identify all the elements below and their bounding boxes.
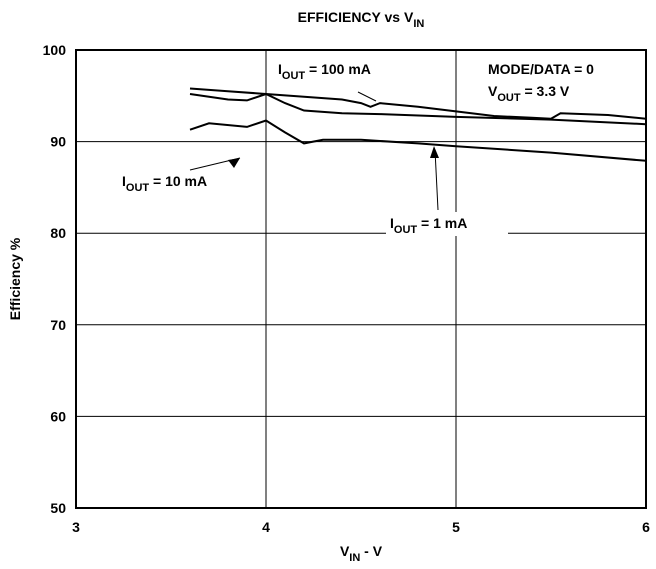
annotation: MODE/DATA = 0 bbox=[488, 61, 594, 77]
x-tick-label: 6 bbox=[642, 519, 650, 535]
series-label: IOUT = 100 mA bbox=[278, 61, 371, 82]
subscript: IN bbox=[349, 552, 360, 564]
arrow-100ma bbox=[357, 91, 377, 102]
y-tick-label: 70 bbox=[50, 317, 66, 333]
y-tick-label: 80 bbox=[50, 225, 66, 241]
x-tick-label: 4 bbox=[262, 519, 270, 535]
plot-frame bbox=[75, 49, 647, 509]
subscript: OUT bbox=[282, 70, 306, 82]
arrowhead bbox=[228, 158, 240, 168]
text-part: = 3.3 V bbox=[521, 83, 570, 99]
x-tick-label: 3 bbox=[72, 519, 80, 535]
y-tick-label: 50 bbox=[50, 500, 66, 516]
series-line bbox=[189, 119, 647, 162]
subscript: OUT bbox=[394, 224, 418, 236]
series-line bbox=[189, 92, 647, 126]
y-tick-label: 60 bbox=[50, 408, 66, 424]
text-part: = 1 mA bbox=[417, 215, 467, 231]
x-tick-label: 5 bbox=[452, 519, 460, 535]
x-axis-label: VIN - V bbox=[340, 543, 383, 564]
text-part: = 10 mA bbox=[149, 173, 207, 189]
y-axis-label: Efficiency % bbox=[7, 237, 23, 320]
text-part: V bbox=[340, 543, 350, 559]
subscript: OUT bbox=[497, 92, 521, 104]
annotation: VOUT = 3.3 V bbox=[488, 83, 570, 104]
subscript: OUT bbox=[126, 182, 150, 194]
series-line bbox=[189, 87, 647, 120]
text-part: = 100 mA bbox=[305, 61, 371, 77]
series-label: IOUT = 1 mA bbox=[390, 215, 467, 236]
y-tick-label: 100 bbox=[43, 42, 67, 58]
text-part: EFFICIENCY vs V bbox=[298, 9, 414, 25]
text-part: - V bbox=[360, 543, 382, 559]
text-part: V bbox=[488, 83, 498, 99]
subscript: IN bbox=[413, 18, 424, 30]
series-label: IOUT = 10 mA bbox=[122, 173, 207, 194]
label-bg bbox=[386, 212, 508, 236]
text-part: I bbox=[122, 173, 126, 189]
chart-title: EFFICIENCY vs VIN bbox=[298, 9, 425, 30]
text-part: I bbox=[390, 215, 394, 231]
y-tick-label: 90 bbox=[50, 134, 66, 150]
text-part: MODE/DATA = 0 bbox=[488, 61, 594, 77]
arrowhead bbox=[430, 146, 439, 158]
text-part: I bbox=[278, 61, 282, 77]
arrow-1ma bbox=[434, 149, 439, 211]
